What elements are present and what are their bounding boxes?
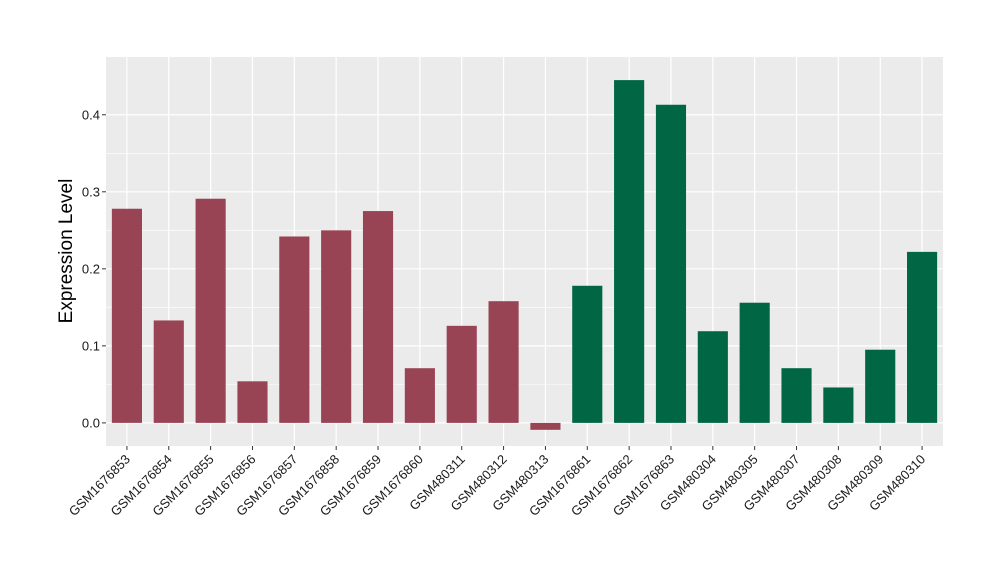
bar-gsm1676853 bbox=[111, 208, 142, 423]
y-tick-label: 0.1 bbox=[82, 338, 100, 353]
y-tick-label: 0.3 bbox=[82, 184, 100, 199]
y-axis-title: Expression Level bbox=[56, 179, 77, 324]
bar-gsm1676861 bbox=[572, 285, 603, 423]
bar-gsm480304 bbox=[697, 331, 728, 423]
y-tick-label: 0.4 bbox=[82, 107, 100, 122]
y-axis-ticks: 0.0 0.1 0.2 0.3 0.4 bbox=[82, 107, 106, 430]
y-tick-label: 0.2 bbox=[82, 261, 100, 276]
bar-gsm1676854 bbox=[153, 320, 184, 423]
bar-gsm480308 bbox=[823, 387, 854, 423]
y-tick-label: 0.0 bbox=[82, 415, 100, 430]
bar-gsm1676862 bbox=[614, 80, 645, 423]
bar-gsm1676863 bbox=[655, 104, 687, 423]
bar-gsm480307 bbox=[781, 368, 812, 423]
bar-gsm1676856 bbox=[237, 381, 268, 423]
bars bbox=[111, 80, 938, 430]
bar-gsm1676858 bbox=[321, 230, 352, 423]
bar-gsm1676860 bbox=[404, 368, 435, 423]
bar-gsm480311 bbox=[446, 325, 477, 423]
x-axis-ticks: GSM1676853GSM1676854GSM1676855GSM1676856… bbox=[66, 446, 928, 519]
bar-gsm1676855 bbox=[195, 198, 226, 423]
bar-gsm480312 bbox=[488, 301, 519, 423]
bar-gsm480309 bbox=[865, 349, 896, 423]
bar-gsm480310 bbox=[907, 251, 938, 423]
bar-gsm480313 bbox=[530, 422, 561, 430]
bar-gsm1676859 bbox=[362, 211, 394, 423]
bar-gsm1676857 bbox=[279, 236, 310, 423]
bar-gsm480305 bbox=[739, 302, 770, 423]
